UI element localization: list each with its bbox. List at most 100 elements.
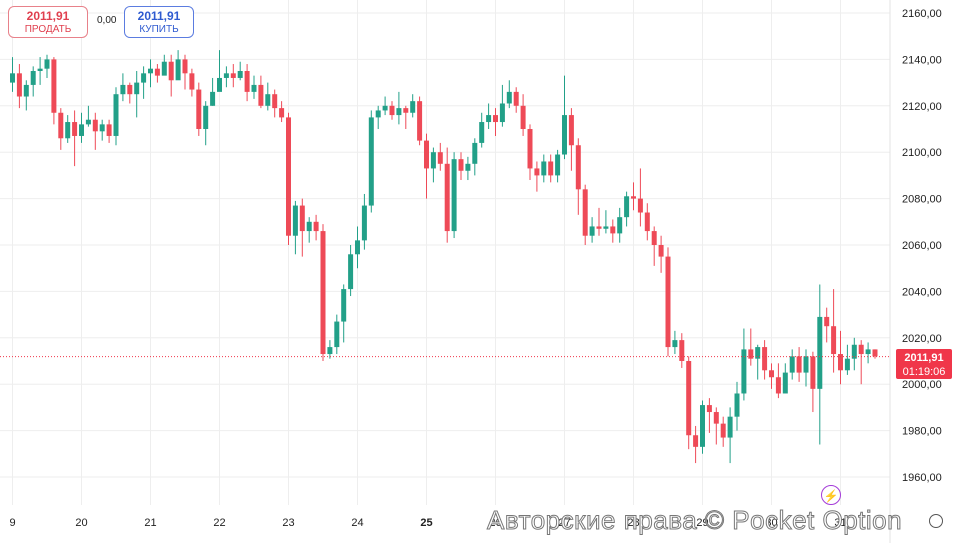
candle-body: [396, 108, 402, 116]
sell-button[interactable]: 2011,91 ПРОДАТЬ: [8, 6, 88, 38]
y-tick-label: 2120,00: [902, 101, 942, 113]
x-tick-label: 31: [834, 517, 846, 529]
y-tick-label: 1980,00: [902, 426, 942, 438]
candle-body: [134, 82, 140, 95]
candle-body: [672, 340, 678, 348]
spread-value: 0,00: [97, 15, 117, 26]
candle-body: [713, 412, 719, 424]
candle-body: [727, 416, 733, 438]
candle-body: [451, 159, 457, 232]
price-axis[interactable]: 1960,00 1980,00 2000,00 2020,00 2040,00 2060,…: [902, 8, 942, 484]
candle-body: [424, 140, 429, 169]
candle-body: [148, 68, 153, 74]
candle-body: [617, 217, 623, 234]
settings-icon[interactable]: [929, 514, 943, 528]
candle-body: [458, 159, 464, 171]
candle-body: [51, 59, 57, 113]
candle-body: [824, 316, 830, 327]
candle-body: [258, 84, 264, 106]
candle-body: [168, 61, 174, 81]
x-tick-label: 28: [627, 517, 639, 529]
candle-body: [665, 256, 671, 348]
candle-body: [203, 105, 209, 129]
x-tick-label: 20: [75, 517, 87, 529]
candle-body: [513, 91, 519, 106]
candle-body: [493, 115, 498, 123]
x-tick-label: 26: [489, 517, 501, 529]
time-axis[interactable]: 9 20 21 22 23 24 25 26 27 28 29 30 31: [9, 517, 846, 529]
candle-body: [479, 122, 485, 143]
candle-body: [265, 94, 271, 106]
lightning-icon[interactable]: ⚡: [821, 485, 841, 505]
sell-label: ПРОДАТЬ: [24, 24, 72, 35]
candle-body: [769, 370, 774, 378]
y-tick-label: 2060,00: [902, 240, 942, 252]
candle-body: [755, 347, 761, 359]
buy-button[interactable]: 2011,91 КУПИТЬ: [124, 6, 194, 38]
candle-body: [838, 354, 843, 371]
y-tick-label: 2000,00: [902, 379, 942, 391]
candle-body: [644, 212, 650, 232]
candle-body: [44, 59, 50, 69]
candle-body: [803, 356, 809, 373]
candle-body: [92, 119, 98, 132]
candle-body: [844, 358, 850, 371]
x-tick-label: 29: [696, 517, 708, 529]
candle-body: [596, 226, 602, 229]
candle-body: [651, 231, 657, 245]
x-tick-label: 22: [213, 517, 225, 529]
candle-body: [154, 68, 160, 76]
sell-price: 2011,91: [26, 9, 70, 23]
candle-body: [472, 142, 478, 164]
x-tick-label: 30: [765, 517, 777, 529]
candle-body: [334, 321, 340, 348]
x-tick-label: 23: [282, 517, 294, 529]
candle-body: [320, 231, 326, 355]
current-price-tag: 2011,91 01:19:06: [896, 349, 952, 379]
candle-body: [272, 94, 278, 109]
candle-body: [279, 108, 285, 118]
candle-body: [403, 108, 409, 113]
buy-price: 2011,91: [137, 9, 181, 23]
buy-label: КУПИТЬ: [139, 24, 179, 35]
candle-body: [127, 84, 133, 95]
candle-body: [486, 115, 492, 123]
candle-body: [686, 361, 692, 436]
candle-body: [775, 377, 781, 394]
candle-body: [562, 115, 567, 155]
candle-body: [527, 129, 533, 169]
candle-body: [831, 326, 837, 355]
current-price-value: 2011,91: [904, 352, 944, 364]
candle-body: [810, 356, 816, 389]
candle-body: [796, 356, 802, 373]
candle-body: [361, 205, 367, 241]
candle-body: [444, 163, 450, 232]
candle-body: [65, 122, 71, 139]
y-tick-label: 2100,00: [902, 147, 942, 159]
candle-body: [30, 71, 36, 85]
candle-body: [700, 405, 705, 447]
x-tick-label: 24: [351, 517, 363, 529]
candle-body: [858, 344, 864, 355]
candle-body: [603, 226, 609, 229]
y-tick-label: 2020,00: [902, 333, 942, 345]
candle-body: [375, 110, 381, 118]
x-tick-label: 27: [558, 517, 570, 529]
candle-body: [182, 59, 188, 74]
candle-body: [789, 356, 795, 373]
candle-body: [555, 154, 561, 176]
candle-body: [341, 289, 347, 322]
grid-lines: [0, 0, 891, 543]
candle-body: [292, 205, 298, 236]
candle-body: [658, 245, 664, 257]
candle-body: [782, 372, 788, 394]
candle-body: [286, 117, 291, 236]
candle-body: [865, 349, 871, 355]
candle-body: [58, 112, 64, 139]
y-tick-label: 2040,00: [902, 286, 942, 298]
candles: [10, 50, 878, 464]
candle-body: [389, 105, 395, 116]
candle-body: [85, 119, 91, 125]
x-tick-label: 21: [144, 517, 156, 529]
